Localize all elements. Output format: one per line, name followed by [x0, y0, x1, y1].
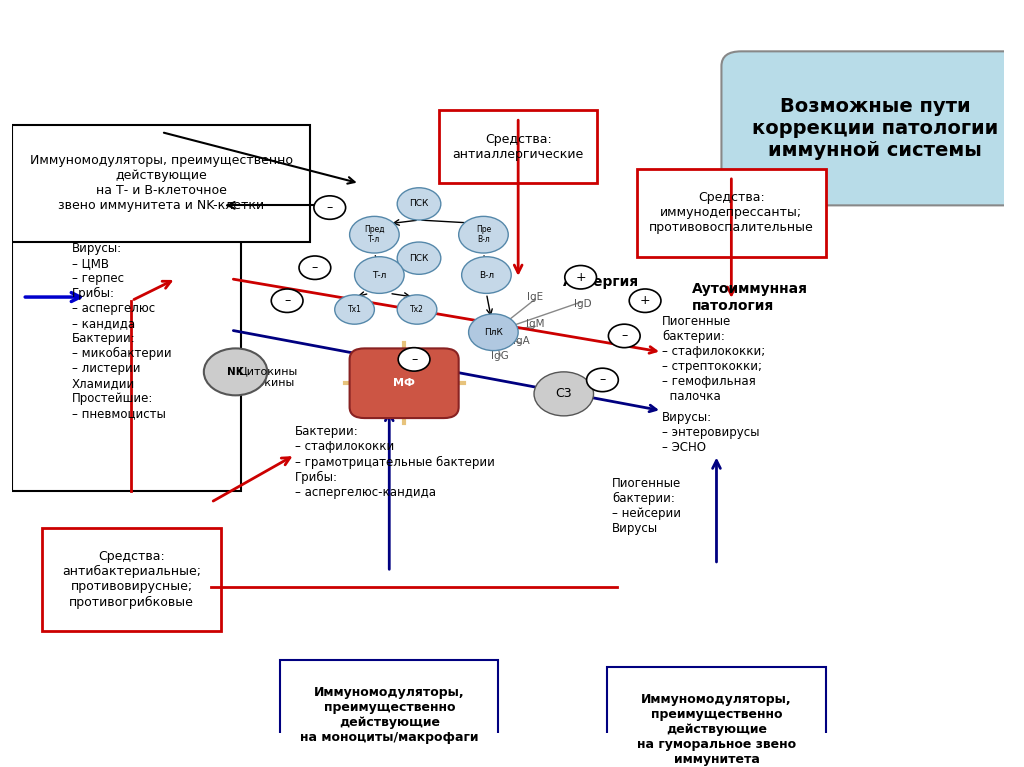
Circle shape — [459, 216, 508, 253]
Text: IgA: IgA — [513, 336, 529, 346]
Circle shape — [397, 188, 440, 220]
Text: Тх2: Тх2 — [410, 301, 428, 311]
Text: Пиогенные
бактерии:
– стафилококки;
– стрептококки;
– гемофильная
  палочка: Пиогенные бактерии: – стафилококки; – ст… — [662, 315, 765, 403]
Text: МФ: МФ — [393, 378, 415, 388]
Circle shape — [462, 257, 511, 294]
Text: NK: NK — [227, 367, 244, 377]
Text: Иммуномодуляторы, преимущественно
действующие
на Т- и В-клеточное
звено иммуните: Иммуномодуляторы, преимущественно действ… — [30, 154, 293, 212]
Text: –: – — [284, 295, 290, 308]
Text: ПСК: ПСК — [410, 199, 429, 209]
FancyBboxPatch shape — [12, 125, 310, 242]
FancyBboxPatch shape — [607, 667, 825, 767]
FancyBboxPatch shape — [637, 169, 825, 257]
Text: +: + — [640, 295, 650, 308]
Text: IgD: IgD — [573, 299, 592, 309]
Text: Тх1: Тх1 — [346, 301, 364, 311]
Text: Вирусы:
– энтеровирусы
– ЭСНО: Вирусы: – энтеровирусы – ЭСНО — [662, 411, 760, 454]
Circle shape — [299, 256, 331, 279]
FancyBboxPatch shape — [439, 110, 597, 183]
Circle shape — [204, 348, 267, 395]
Text: Иммуномодуляторы,
преимущественно
действующие
на гуморальное звено
иммунитета: Иммуномодуляторы, преимущественно действ… — [637, 693, 796, 766]
Text: ПлК: ПлК — [484, 328, 503, 337]
Circle shape — [397, 295, 437, 324]
Text: Тх2: Тх2 — [410, 305, 424, 314]
Circle shape — [535, 372, 594, 416]
Text: Пре-В-л: Пре-В-л — [464, 229, 503, 240]
Text: Аллергия: Аллергия — [563, 275, 639, 289]
Circle shape — [397, 242, 440, 275]
Circle shape — [349, 216, 399, 253]
Circle shape — [335, 295, 375, 324]
Text: Цитокины: Цитокины — [239, 367, 298, 377]
Text: Пред
Т-л: Пред Т-л — [365, 225, 385, 245]
Text: –: – — [622, 329, 628, 342]
Text: Т-л: Т-л — [372, 271, 386, 279]
Circle shape — [469, 314, 518, 351]
FancyBboxPatch shape — [12, 198, 241, 492]
Text: ПСК: ПСК — [402, 255, 425, 265]
FancyBboxPatch shape — [281, 660, 499, 767]
Text: Средства:
иммунодепрессанты;
противовоспалительные: Средства: иммунодепрессанты; противовосп… — [649, 191, 814, 234]
Circle shape — [629, 289, 660, 312]
Text: ПлК: ПлК — [482, 329, 504, 339]
Text: Пиогенные
бактерии:
– нейсерии
Вирусы: Пиогенные бактерии: – нейсерии Вирусы — [612, 477, 682, 535]
Text: Средства:
антиаллергические: Средства: антиаллергические — [453, 133, 584, 161]
Text: ПСК: ПСК — [402, 200, 425, 210]
Text: С3: С3 — [554, 386, 571, 399]
Text: С3: С3 — [555, 387, 572, 400]
Text: МФ: МФ — [394, 377, 414, 387]
FancyBboxPatch shape — [349, 348, 459, 418]
Text: В-л: В-л — [479, 271, 494, 279]
Text: Вирусы:
– ЦМВ
– герпес
Грибы:
– аспергелюс
– кандида
Бактерии:
– микобактерии
– : Вирусы: – ЦМВ – герпес Грибы: – аспергел… — [72, 242, 172, 420]
Text: –: – — [311, 262, 318, 275]
Text: IgG: IgG — [492, 351, 509, 360]
Text: Т-л: Т-л — [371, 270, 388, 280]
Text: Средства:
антибактериальные;
противовирусные;
противогрибковые: Средства: антибактериальные; противовиру… — [61, 551, 201, 608]
Circle shape — [565, 265, 597, 289]
Circle shape — [354, 257, 404, 294]
Circle shape — [314, 196, 346, 219]
Text: Цитокины: Цитокины — [236, 377, 295, 388]
Text: Пред-Т-л: Пред-Т-л — [351, 229, 397, 240]
Text: В-л: В-л — [479, 270, 498, 280]
Circle shape — [608, 324, 640, 347]
FancyBboxPatch shape — [42, 528, 221, 630]
Text: –: – — [599, 374, 605, 387]
Circle shape — [398, 347, 430, 371]
Text: Возможные пути
коррекции патологии
иммунной системы: Возможные пути коррекции патологии иммун… — [752, 97, 998, 160]
Circle shape — [587, 368, 618, 392]
Text: Пре
В-л: Пре В-л — [476, 225, 492, 245]
Text: Бактерии:
– стафилококки
– грамотрицательные бактерии
Грибы:
– аспергелюс-кандид: Бактерии: – стафилококки – грамотрицател… — [295, 426, 495, 499]
Text: Иммуномодуляторы,
преимущественно
действующие
на моноциты/макрофаги: Иммуномодуляторы, преимущественно действ… — [300, 686, 478, 744]
Text: –: – — [411, 353, 417, 366]
Text: Аутоиммунная
патология: Аутоиммунная патология — [691, 282, 808, 313]
Circle shape — [271, 289, 303, 312]
Text: ПСК: ПСК — [410, 254, 429, 262]
Text: Тх1: Тх1 — [347, 305, 361, 314]
FancyBboxPatch shape — [722, 51, 1024, 206]
Text: NK: NK — [227, 365, 244, 375]
Text: IgE: IgE — [527, 292, 543, 302]
Text: IgM: IgM — [525, 319, 545, 329]
Text: +: + — [575, 271, 586, 284]
Text: –: – — [327, 201, 333, 214]
